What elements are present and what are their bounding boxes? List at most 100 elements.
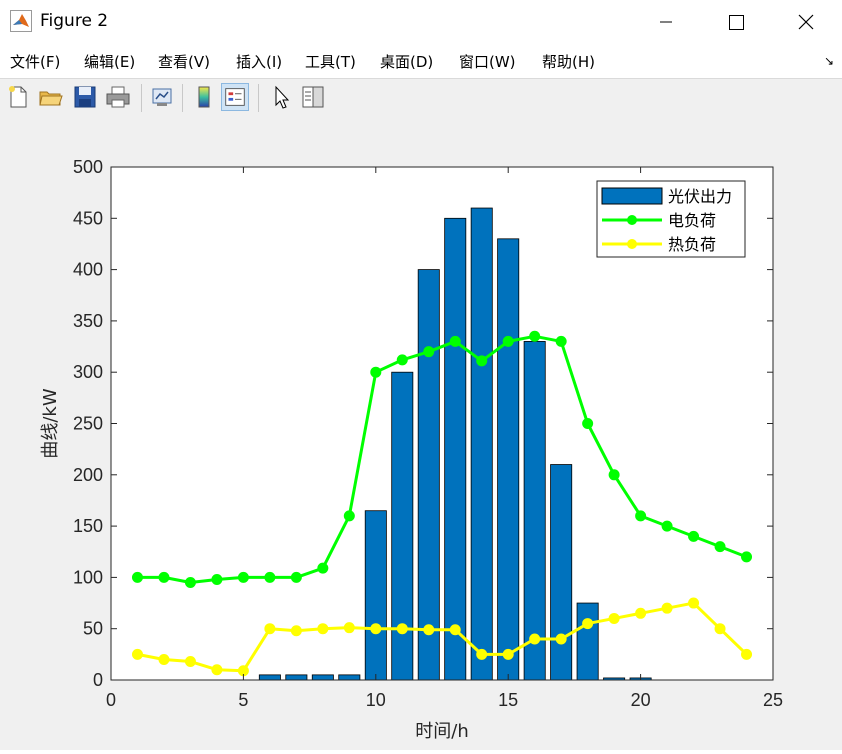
- point-电负荷-16: [529, 330, 541, 342]
- legend-label-热负荷: 热负荷: [668, 235, 716, 254]
- y-tick-label: 400: [73, 260, 103, 280]
- point-电负荷-23: [714, 541, 726, 553]
- point-热负荷-11: [396, 623, 408, 635]
- minimize-button[interactable]: [644, 6, 688, 38]
- point-电负荷-14: [476, 355, 488, 367]
- menu-window[interactable]: 窗口(W): [459, 53, 516, 71]
- menu-file[interactable]: 文件(F): [10, 53, 61, 71]
- toolbar-separator: [182, 84, 183, 112]
- chart[interactable]: 0 5 10 15 20 25050100150200250300350400450500…: [0, 119, 842, 750]
- point-热负荷-10: [370, 623, 382, 635]
- menu-edit[interactable]: 编辑(E): [84, 53, 136, 71]
- x-axis-label: 时间/h: [415, 721, 468, 742]
- point-热负荷-15: [502, 648, 514, 660]
- legend-swatch-光伏出力: [601, 187, 663, 205]
- menu-desktop[interactable]: 桌面(D): [380, 53, 434, 71]
- point-热负荷-3: [184, 656, 196, 668]
- point-电负荷-11: [396, 354, 408, 366]
- point-热负荷-8: [317, 623, 329, 635]
- new-figure-icon[interactable]: [4, 83, 32, 111]
- bar-10: [364, 510, 387, 681]
- y-tick-label: 0: [93, 670, 103, 690]
- point-电负荷-2: [158, 571, 170, 583]
- point-电负荷-22: [688, 530, 700, 542]
- link-plot-icon[interactable]: [148, 83, 176, 111]
- y-tick-label: 500: [73, 157, 103, 177]
- dock-arrow-icon[interactable]: ↘: [823, 54, 834, 68]
- bar-14: [470, 207, 493, 681]
- bar-17: [550, 464, 573, 681]
- x-tick-label: 25: [763, 690, 783, 710]
- point-热负荷-21: [661, 602, 673, 614]
- x-tick-label: 0: [106, 690, 116, 710]
- point-电负荷-13: [449, 335, 461, 347]
- point-电负荷-24: [741, 551, 753, 563]
- close-button[interactable]: [784, 6, 828, 38]
- menu-bar: [0, 44, 842, 77]
- bar-9: [338, 674, 361, 681]
- menu-view[interactable]: 查看(V): [158, 53, 210, 71]
- window-title: Figure 2: [40, 11, 109, 31]
- bar-13: [444, 217, 467, 681]
- menu-tools[interactable]: 工具(T): [305, 53, 356, 71]
- point-电负荷-1: [131, 571, 143, 583]
- maximize-button[interactable]: [714, 6, 758, 38]
- point-电负荷-21: [661, 520, 673, 532]
- legend-icon[interactable]: [221, 83, 249, 111]
- bar-7: [285, 674, 308, 681]
- bar-18: [576, 602, 599, 681]
- point-电负荷-7: [290, 571, 302, 583]
- point-电负荷-10: [370, 366, 382, 378]
- y-tick-label: 50: [83, 619, 103, 639]
- point-热负荷-20: [635, 607, 647, 619]
- point-电负荷-6: [264, 571, 276, 583]
- x-tick-label: 15: [498, 690, 518, 710]
- bar-16: [523, 341, 546, 681]
- point-热负荷-2: [158, 653, 170, 665]
- y-tick-label: 450: [73, 208, 103, 228]
- matlab-logo-icon: [10, 10, 32, 32]
- point-热负荷-16: [529, 633, 541, 645]
- title-bar: Figure 2: [0, 0, 842, 44]
- point-热负荷-18: [582, 618, 594, 630]
- colorbar-icon[interactable]: [190, 83, 218, 111]
- point-热负荷-17: [555, 633, 567, 645]
- bar-6: [258, 674, 281, 681]
- point-电负荷-9: [343, 510, 355, 522]
- point-热负荷-23: [714, 623, 726, 635]
- bar-8: [311, 674, 334, 681]
- figure-canvas: 0 5 10 15 20 25 0 50 100 150 200 250 300 350 400 450 500…: [0, 119, 842, 750]
- cursor-icon[interactable]: [267, 83, 295, 111]
- legend-marker-电负荷: [627, 215, 637, 225]
- point-热负荷-1: [131, 648, 143, 660]
- bar-12: [417, 269, 440, 681]
- point-热负荷-4: [211, 664, 223, 676]
- toolbar-separator: [258, 84, 259, 112]
- property-inspector-icon[interactable]: [299, 83, 327, 111]
- save-icon[interactable]: [71, 83, 99, 111]
- point-热负荷-14: [476, 648, 488, 660]
- y-tick-label: 150: [73, 516, 103, 536]
- open-folder-icon[interactable]: [37, 83, 65, 111]
- point-电负荷-5: [237, 571, 249, 583]
- point-电负荷-8: [317, 562, 329, 574]
- menu-help[interactable]: 帮助(H): [542, 53, 595, 71]
- point-电负荷-18: [582, 418, 594, 429]
- y-tick-label: 300: [73, 362, 103, 382]
- point-电负荷-15: [502, 335, 514, 347]
- print-icon[interactable]: [104, 83, 132, 111]
- point-电负荷-20: [635, 510, 647, 522]
- y-tick-label: 200: [73, 465, 103, 485]
- menu-insert[interactable]: 插入(I): [236, 53, 283, 71]
- point-热负荷-24: [741, 648, 753, 660]
- legend-marker-热负荷: [627, 239, 637, 249]
- legend-label-光伏出力: 光伏出力: [668, 187, 732, 206]
- point-电负荷-12: [423, 346, 435, 358]
- toolbar: [0, 78, 842, 120]
- y-tick-label: 100: [73, 567, 103, 587]
- point-电负荷-19: [608, 469, 620, 481]
- y-tick-label: 350: [73, 311, 103, 331]
- point-热负荷-13: [449, 624, 461, 636]
- point-热负荷-6: [264, 623, 276, 635]
